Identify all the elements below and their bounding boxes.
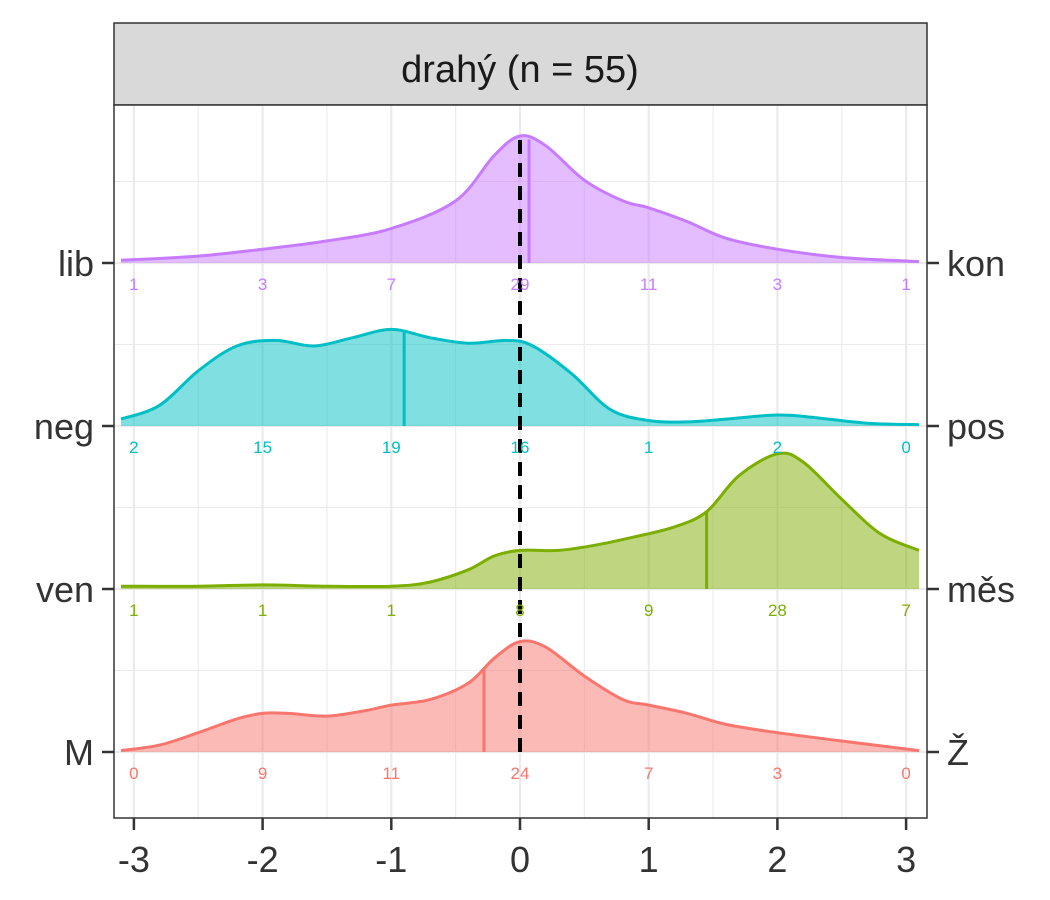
density-line-M [120,639,920,753]
count-label: 15 [253,438,272,457]
x-tick-label: 1 [639,839,659,880]
count-label: 29 [511,275,530,294]
density-area-ven [121,453,919,589]
density-line-neg [120,327,920,427]
x-tick-label: 2 [767,839,787,880]
count-label: 0 [901,438,910,457]
count-label: 1 [644,438,653,457]
count-label: 2 [773,438,782,457]
axes: lib kon neg pos ven měs M Ž -3 -2 -1 0 1 2 3 [34,243,1015,880]
count-label: 1 [387,601,396,620]
right-axis-label: Ž [947,732,969,773]
count-label: 1 [129,275,138,294]
count-label: 3 [258,275,267,294]
count-label: 9 [258,764,267,783]
x-tick-label: 3 [896,839,916,880]
density-line-lib [120,134,920,264]
count-label: 0 [129,764,138,783]
x-tick-label: 0 [510,839,530,880]
right-axis-label: měs [947,569,1015,610]
x-tick-label: -2 [247,839,279,880]
count-label: 7 [901,601,910,620]
count-label: 3 [773,275,782,294]
count-label: 24 [511,764,530,783]
x-tick-label: -3 [118,839,150,880]
facet-title: drahý (n = 55) [401,49,639,91]
count-label: 1 [901,275,910,294]
left-axis-label: ven [36,569,94,610]
count-label: 7 [387,275,396,294]
right-axis-label: pos [947,406,1005,447]
count-label: 11 [382,764,400,783]
count-label: 8 [515,601,524,620]
count-label: 3 [773,764,782,783]
count-label: 2 [129,438,138,457]
left-axis-label: neg [34,406,94,447]
count-label: 9 [644,601,653,620]
right-axis-label: kon [947,243,1005,284]
count-label: 0 [901,764,910,783]
count-label: 11 [640,275,658,294]
left-axis-label: M [64,732,94,773]
count-label: 1 [129,601,138,620]
count-label: 19 [382,438,401,457]
density-line-ven [120,451,920,589]
count-label: 1 [258,601,267,620]
count-label: 16 [511,438,530,457]
x-tick-label: -1 [375,839,407,880]
facet-strip [113,22,928,106]
left-axis-label: lib [58,243,94,284]
count-label: 28 [768,601,787,620]
count-label: 7 [644,764,653,783]
count-labels: 1 3 7 29 11 3 12 15 19 16 1 2 01 1 1 8 9 28 70 9 11 24 7 3 0 [129,275,911,783]
